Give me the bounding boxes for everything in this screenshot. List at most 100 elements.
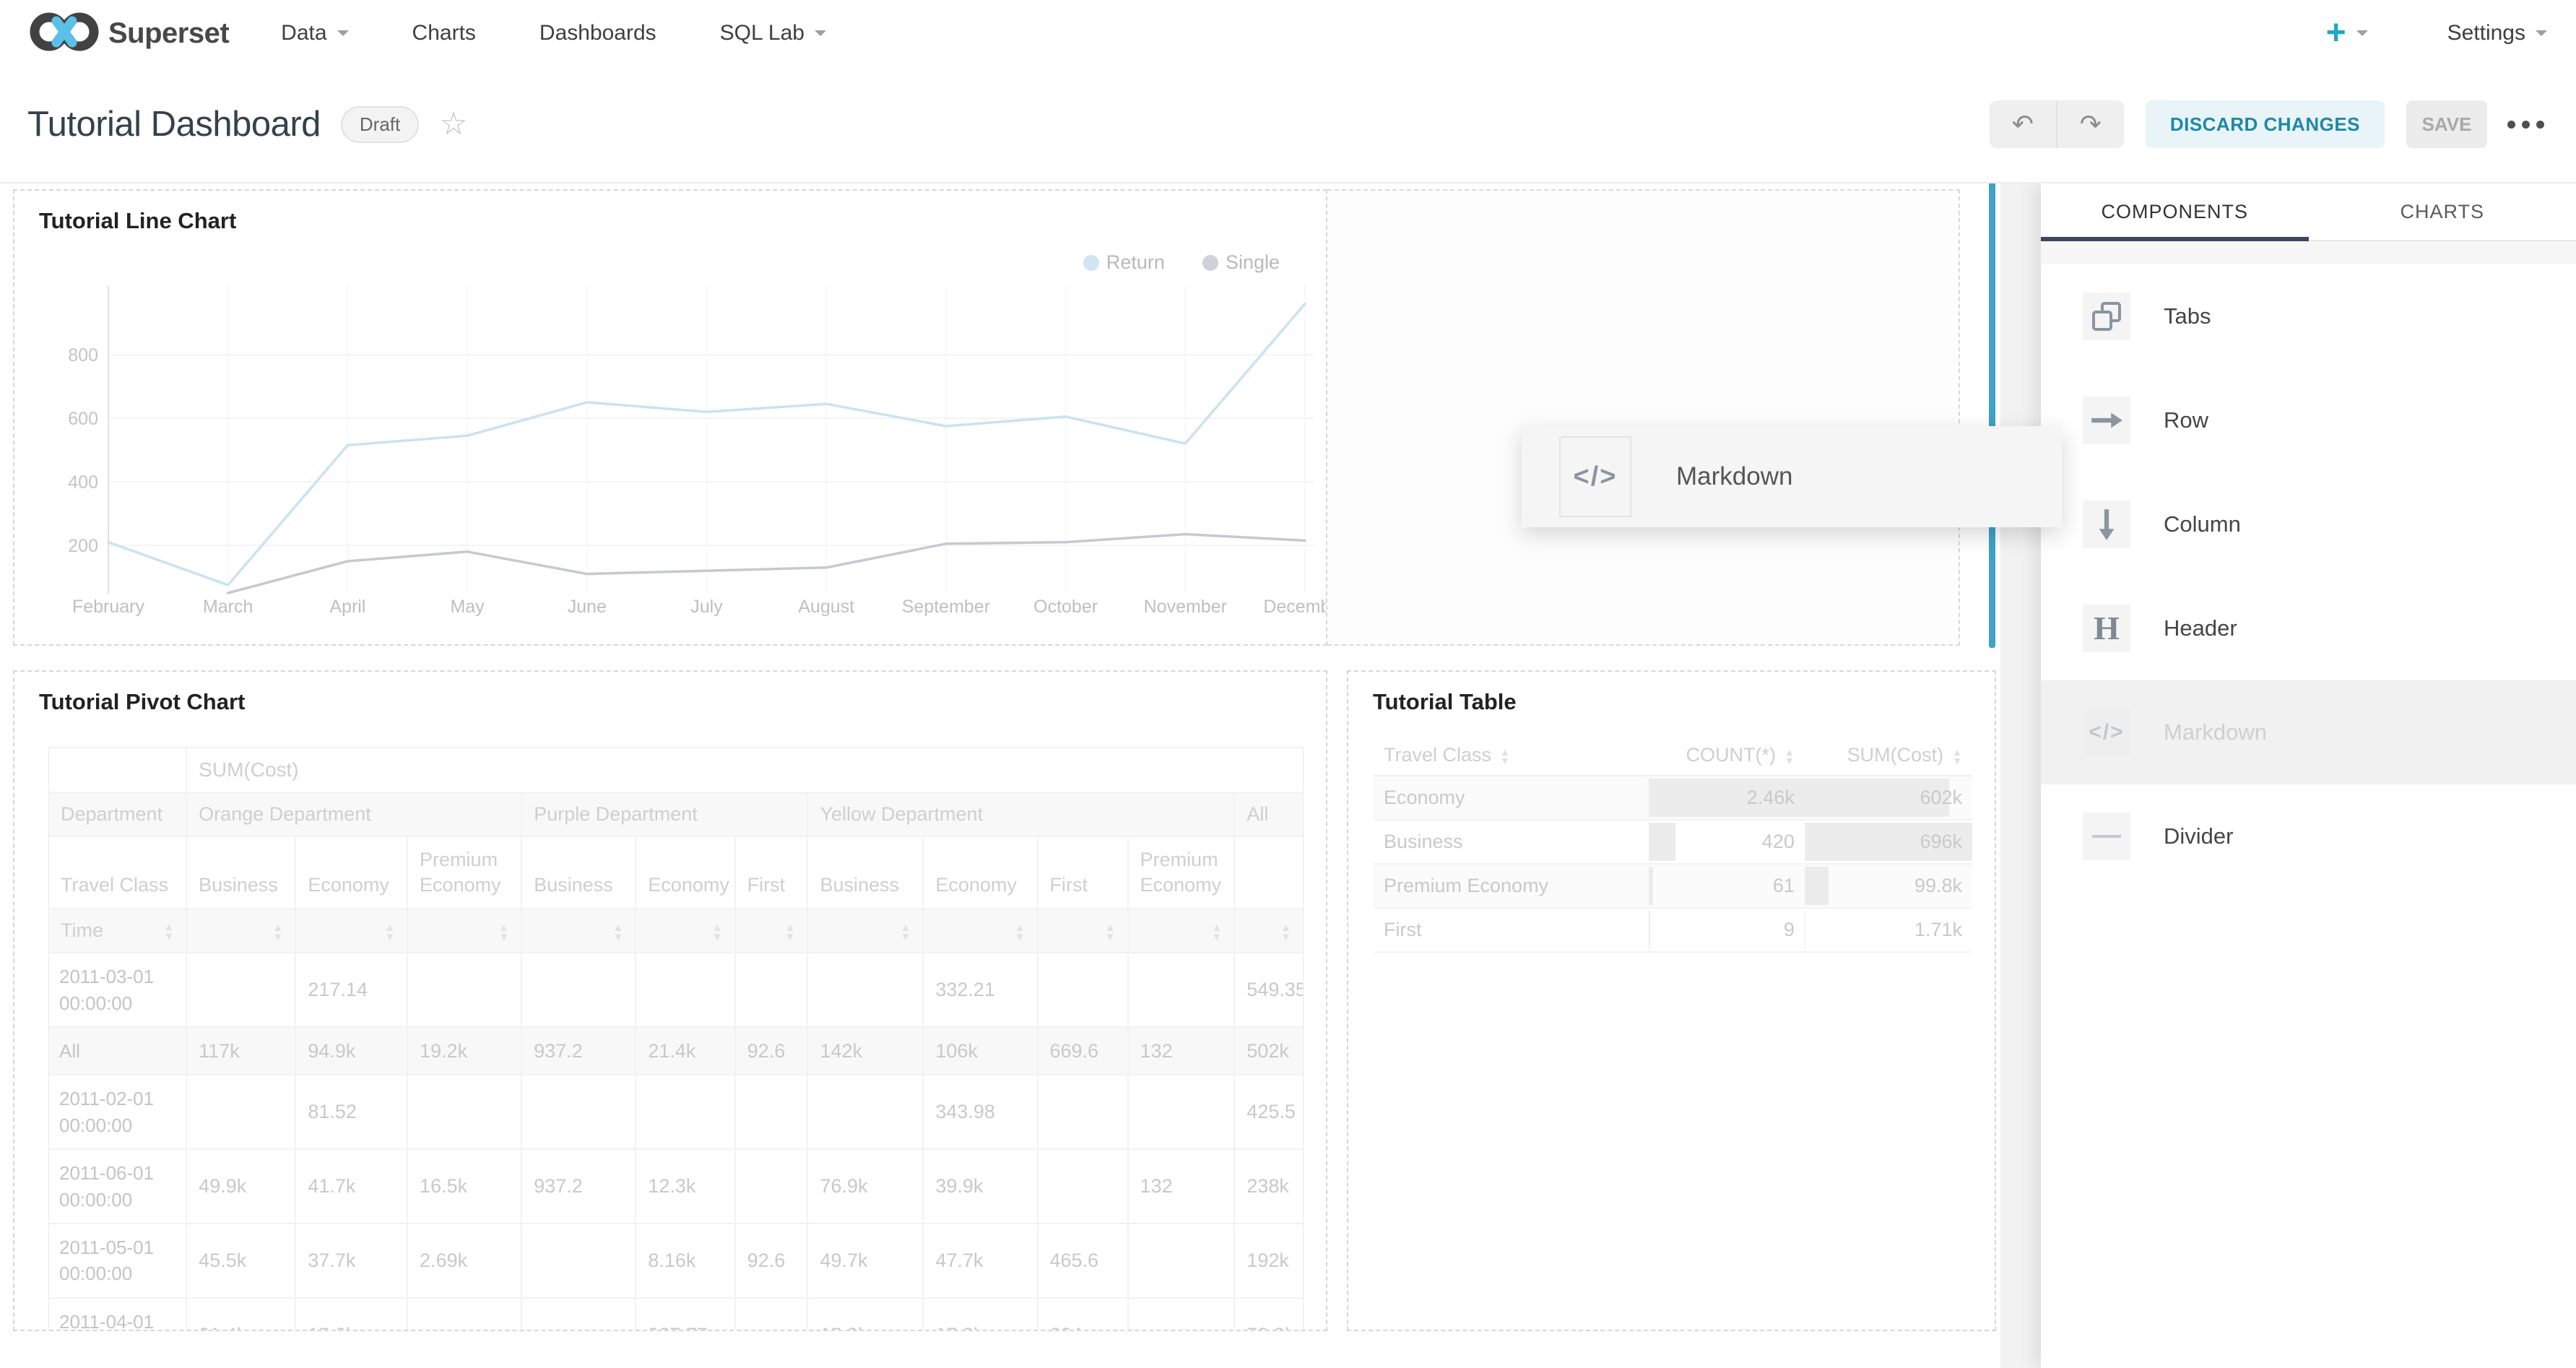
chevron-down-icon <box>2536 30 2547 42</box>
pivot-class-header: Premium Economy <box>1127 835 1236 910</box>
pivot-sort-cell[interactable]: ▲ ▼ <box>807 908 924 954</box>
cell-sum: 1.71k <box>1804 911 1962 949</box>
component-item-divider[interactable]: Divider <box>2041 784 2576 888</box>
tab-charts[interactable]: CHARTS <box>2400 200 2485 222</box>
sort-icon[interactable]: ▲ ▼ <box>272 921 284 943</box>
component-item-row[interactable]: Row <box>2041 368 2576 472</box>
sort-icon[interactable]: ▲ ▼ <box>1280 921 1291 943</box>
pivot-sort-cell[interactable]: ▲ ▼ <box>1036 908 1129 954</box>
pivot-cell: 21.4k <box>635 1026 736 1076</box>
sort-icon[interactable]: ▲ ▼ <box>498 921 510 943</box>
pivot-cell: 17.3k <box>922 1296 1038 1330</box>
cell-count: 9 <box>1649 908 1805 952</box>
pivot-sort-cell[interactable]: ▲ ▼ <box>407 908 523 954</box>
pivot-cell: 16.5k <box>407 1148 523 1224</box>
cell-sum: 696k <box>1804 820 1972 864</box>
pivot-group-header: Orange Department <box>186 792 523 837</box>
component-item-markdown[interactable]: </> Markdown <box>2041 680 2576 784</box>
pivot-class-header: Business <box>807 835 924 910</box>
save-button[interactable]: SAVE <box>2406 100 2487 148</box>
chart-title: Tutorial Line Chart <box>39 208 237 233</box>
superset-logo[interactable]: Superset <box>25 8 230 59</box>
chart-legend: Return Single <box>1083 251 1280 274</box>
nav-item-sql-lab[interactable]: SQL Lab <box>720 21 826 46</box>
pivot-chart-panel[interactable]: Tutorial Pivot Chart SUM(Cost) Department… <box>13 670 1327 1331</box>
nav-item-charts[interactable]: Charts <box>412 21 476 45</box>
sort-icon[interactable]: ▲ ▼ <box>1211 921 1223 943</box>
pivot-sort-cell[interactable]: ▲ ▼ <box>635 908 736 954</box>
sort-icon[interactable]: ▲ ▼ <box>1014 921 1025 943</box>
discard-changes-button[interactable]: DISCARD CHANGES <box>2145 100 2385 148</box>
sort-icon[interactable]: ▲ ▼ <box>1104 921 1116 943</box>
pivot-cell: 47.7k <box>922 1222 1038 1299</box>
pivot-cell <box>1036 1148 1129 1224</box>
pivot-cell: 37.7k <box>295 1222 409 1299</box>
pivot-cell <box>521 1074 637 1151</box>
favorite-star-icon[interactable]: ☆ <box>439 106 468 142</box>
pivot-sort-cell[interactable]: ▲ ▼ <box>186 908 297 954</box>
pivot-cell: 49.9k <box>186 1148 297 1224</box>
sort-icon[interactable]: ▲ ▼ <box>1784 745 1795 766</box>
pivot-cell <box>1127 952 1236 1028</box>
nav-item-dashboards[interactable]: Dashboards <box>539 21 656 45</box>
sort-icon[interactable]: ▲ ▼ <box>163 921 175 943</box>
pivot-cell <box>407 1074 523 1151</box>
svg-text:May: May <box>450 597 485 617</box>
sort-icon[interactable]: ▲ ▼ <box>612 921 624 943</box>
cell-travel-class: Economy <box>1374 776 1649 820</box>
pivot-row-label: 2011-06-01 00:00:00 <box>47 1148 188 1224</box>
new-item-button[interactable]: + <box>2325 14 2346 52</box>
button-divider <box>2055 100 2057 148</box>
drag-preview-label: Markdown <box>1676 462 1793 490</box>
pivot-cell: 92.6 <box>734 1222 809 1299</box>
component-item-column[interactable]: Column <box>2041 472 2576 576</box>
nav-item-data[interactable]: Data <box>281 21 349 46</box>
pivot-time-header[interactable]: Time ▲ ▼ <box>47 908 188 954</box>
chevron-down-icon[interactable] <box>2356 30 2368 42</box>
tab-components[interactable]: COMPONENTS <box>2101 200 2248 222</box>
cell-sum: 602k <box>1804 776 1972 820</box>
settings-menu[interactable]: Settings <box>2447 21 2547 46</box>
col-header-travel-class[interactable]: Travel Class ▲ ▼ <box>1374 735 1649 776</box>
drop-indicator-line <box>1989 181 1995 648</box>
pivot-sort-cell[interactable]: ▲ ▼ <box>734 908 809 954</box>
pivot-cell <box>1127 1074 1236 1151</box>
component-item-tabs[interactable]: Tabs <box>2041 264 2576 368</box>
sort-icon[interactable]: ▲ ▼ <box>784 921 796 943</box>
redo-button[interactable]: ↷ <box>2079 109 2102 139</box>
pivot-row-label: All <box>47 1026 188 1076</box>
sort-icon[interactable]: ▲ ▼ <box>1500 745 1510 766</box>
pivot-sort-cell[interactable]: ▲ ▼ <box>922 908 1038 954</box>
pivot-cell <box>635 1074 736 1151</box>
col-header-count[interactable]: COUNT(*) ▲ ▼ <box>1649 735 1805 776</box>
undo-button[interactable]: ↶ <box>2011 109 2034 139</box>
svg-text:April: April <box>329 597 365 617</box>
pivot-cell: 92.6 <box>734 1026 809 1076</box>
pivot-sort-cell[interactable]: ▲ ▼ <box>295 908 409 954</box>
component-item-header[interactable]: H Header <box>2041 576 2576 680</box>
sort-icon[interactable]: ▲ ▼ <box>711 921 723 943</box>
cell-count: 420 <box>1649 820 1805 864</box>
drag-preview-markdown[interactable]: </> Markdown <box>1522 426 2062 527</box>
header-icon: H <box>2083 605 2130 652</box>
pivot-sort-cell[interactable]: ▲ ▼ <box>521 908 637 954</box>
line-chart-panel[interactable]: Tutorial Line Chart Return Single 200 400 6… <box>13 189 1327 646</box>
more-options-button[interactable] <box>2507 120 2544 129</box>
table-chart-panel[interactable]: Tutorial Table Travel Class ▲ ▼ COUNT(*) ▲ ▼ S… <box>1347 670 1996 1331</box>
pivot-cell <box>734 1074 809 1151</box>
sort-icon[interactable]: ▲ ▼ <box>1952 745 1962 766</box>
pivot-class-header: Business <box>521 835 637 910</box>
pivot-sort-cell[interactable]: ▲ ▼ <box>1127 908 1236 954</box>
legend-item-return[interactable]: Return <box>1083 251 1165 274</box>
sort-icon[interactable]: ▲ ▼ <box>384 921 396 943</box>
svg-text:October: October <box>1033 597 1098 617</box>
sort-icon[interactable]: ▲ ▼ <box>900 921 911 943</box>
col-header-sum[interactable]: SUM(Cost) ▲ ▼ <box>1804 735 1972 776</box>
svg-text:November: November <box>1144 597 1227 617</box>
pivot-sort-cell[interactable]: ▲ ▼ <box>1233 908 1304 954</box>
pivot-cell: 19.2k <box>407 1026 523 1076</box>
pivot-cell: 549.35 <box>1233 952 1304 1028</box>
legend-item-single[interactable]: Single <box>1202 251 1280 274</box>
dashboard-title[interactable]: Tutorial Dashboard <box>27 105 321 144</box>
